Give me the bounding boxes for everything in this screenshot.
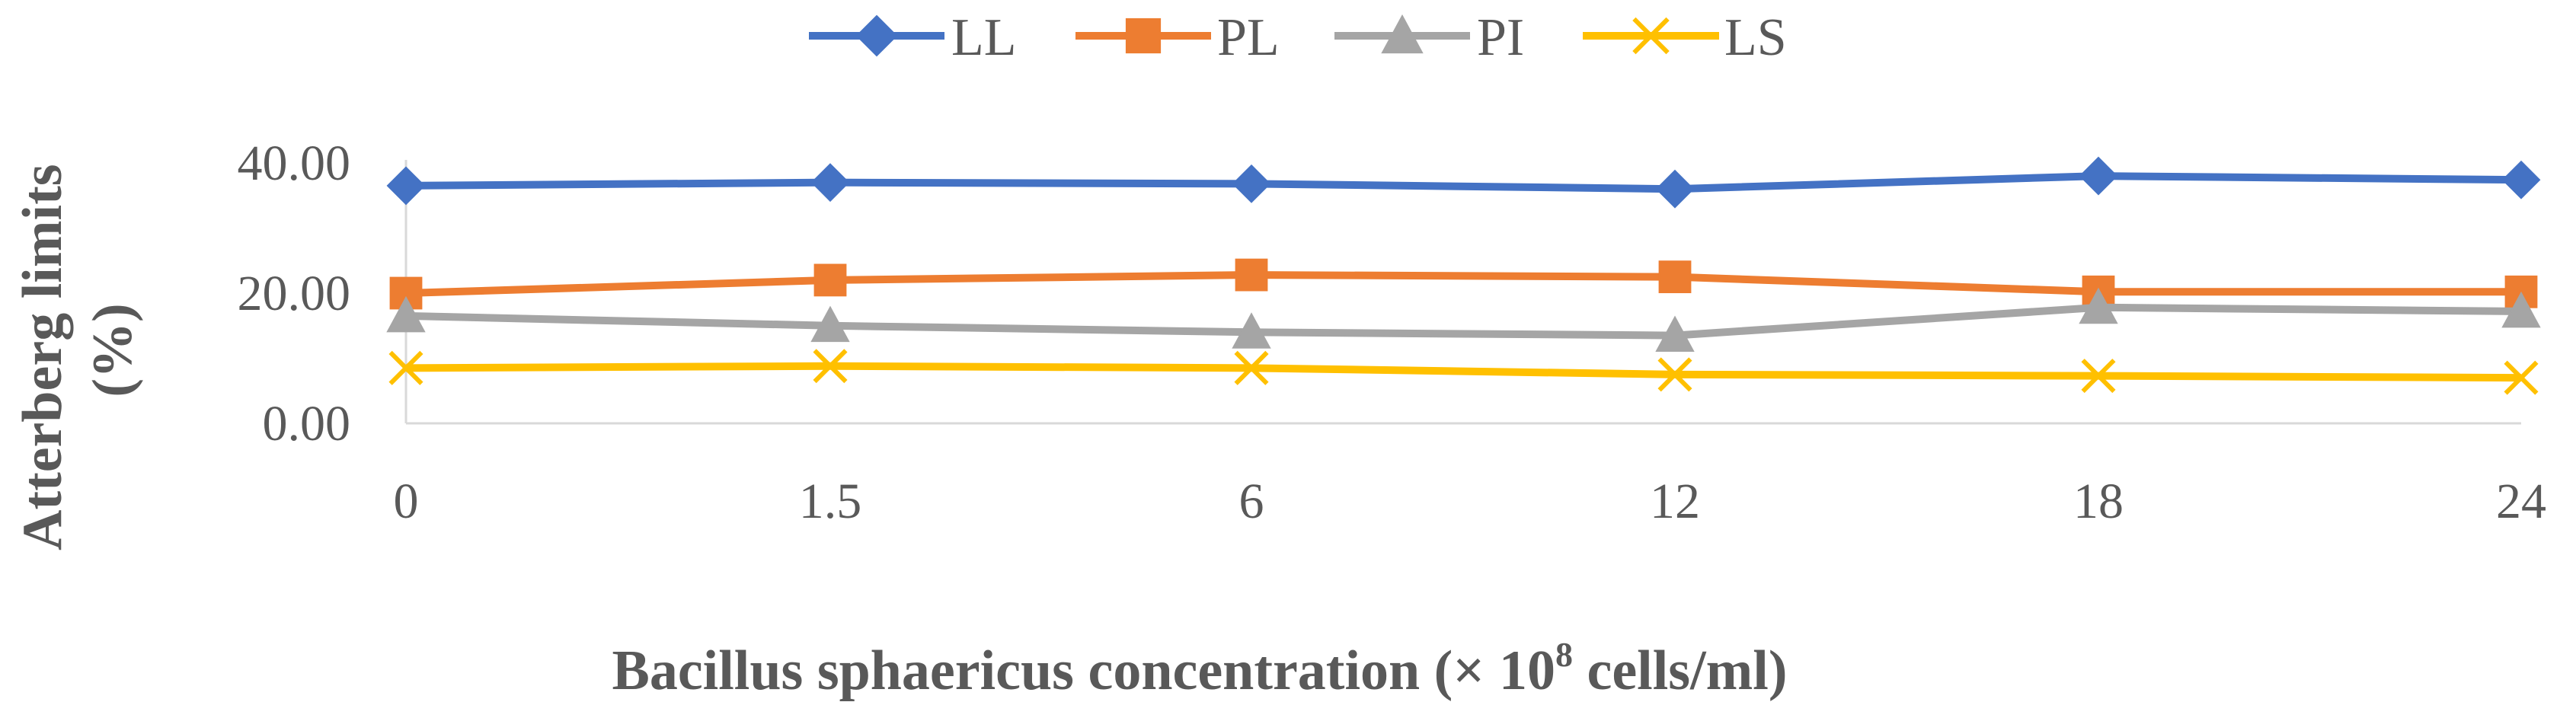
y-axis-ticks: 0.00 20.00 40.00	[238, 136, 351, 452]
x-tick-label: 6	[1239, 474, 1264, 529]
y-axis-title-line2: (%)	[81, 303, 144, 397]
legend-marker-pi	[1381, 14, 1424, 54]
data-point-ll	[1232, 164, 1271, 203]
legend-marker-ls	[1632, 17, 1670, 55]
x-tick-label: 24	[2496, 474, 2546, 529]
data-point-ls	[813, 349, 848, 384]
y-tick-label: 40.00	[238, 136, 351, 191]
data-point-ls	[2081, 359, 2116, 394]
data-point-ll	[1655, 169, 1695, 209]
legend-label-pi: PI	[1477, 8, 1524, 67]
y-tick-label: 0.00	[263, 396, 351, 452]
legend-item-pi: PI	[1334, 8, 1524, 67]
x-tick-label: 1.5	[799, 474, 862, 529]
x-axis-title-end: cells/ml)	[1573, 640, 1788, 702]
x-axis-title-sup: 8	[1555, 635, 1573, 674]
x-tick-label: 18	[2073, 474, 2124, 529]
series-ll	[386, 156, 2541, 209]
y-axis-title-line1: Atterberg limits	[11, 164, 74, 550]
data-point-ll	[810, 163, 850, 203]
data-point-pi	[810, 305, 850, 343]
data-point-ls	[2504, 360, 2539, 395]
data-point-pi	[386, 295, 426, 333]
series-layer	[386, 156, 2541, 395]
data-point-ll	[2079, 156, 2118, 196]
y-tick-label: 20.00	[238, 266, 351, 321]
data-point-pi	[2501, 291, 2541, 328]
data-point-pl	[1658, 260, 1692, 294]
legend: LL PL PI LS	[809, 8, 1787, 67]
legend-label-ls: LS	[1724, 8, 1787, 67]
legend-label-ll: LL	[951, 8, 1017, 67]
legend-label-pl: PL	[1217, 8, 1280, 67]
x-axis-ticks: 0 1.5 6 12 18 24	[394, 474, 2547, 529]
series-line-ls	[405, 362, 2522, 382]
data-point-ls	[388, 350, 423, 385]
data-point-ls	[1657, 357, 1692, 392]
series-pi	[386, 287, 2541, 352]
y-axis-title: Atterberg limits (%)	[11, 150, 144, 550]
x-axis-title-main: Bacillus sphaericus concentration (× 10	[612, 640, 1555, 702]
data-point-ls	[1234, 350, 1269, 385]
data-point-pl	[813, 263, 847, 297]
data-point-pi	[2079, 287, 2118, 324]
data-point-pl	[1235, 258, 1268, 292]
data-point-ll	[386, 166, 426, 206]
series-line-pl	[405, 271, 2521, 297]
x-tick-label: 0	[394, 474, 419, 529]
x-axis-title: Bacillus sphaericus concentration (× 108…	[612, 635, 1787, 702]
data-point-ll	[2501, 160, 2541, 199]
legend-marker-ll	[855, 14, 898, 57]
data-point-pi	[1655, 315, 1695, 352]
legend-item-ll: LL	[809, 8, 1017, 67]
x-tick-label: 12	[1650, 474, 1700, 529]
legend-item-ls: LS	[1583, 8, 1787, 67]
series-line-ll	[405, 172, 2522, 193]
series-line-pi	[405, 303, 2522, 340]
legend-marker-pl	[1125, 18, 1162, 54]
series-pl	[389, 258, 2538, 310]
data-point-pi	[1232, 312, 1271, 349]
legend-item-pl: PL	[1075, 8, 1280, 67]
series-ls	[388, 349, 2539, 395]
